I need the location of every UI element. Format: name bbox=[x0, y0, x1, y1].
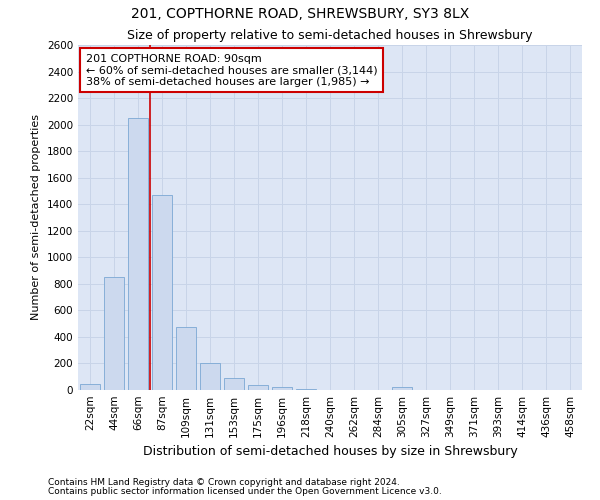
Text: Contains HM Land Registry data © Crown copyright and database right 2024.: Contains HM Land Registry data © Crown c… bbox=[48, 478, 400, 487]
Y-axis label: Number of semi-detached properties: Number of semi-detached properties bbox=[31, 114, 41, 320]
Bar bbox=[104, 277, 124, 390]
Title: Size of property relative to semi-detached houses in Shrewsbury: Size of property relative to semi-detach… bbox=[127, 30, 533, 43]
Bar bbox=[176, 327, 196, 390]
Bar bbox=[152, 195, 172, 390]
Bar bbox=[128, 118, 148, 390]
Text: 201 COPTHORNE ROAD: 90sqm
← 60% of semi-detached houses are smaller (3,144)
38% : 201 COPTHORNE ROAD: 90sqm ← 60% of semi-… bbox=[86, 54, 377, 87]
Bar bbox=[392, 388, 412, 390]
X-axis label: Distribution of semi-detached houses by size in Shrewsbury: Distribution of semi-detached houses by … bbox=[143, 446, 517, 458]
Text: 201, COPTHORNE ROAD, SHREWSBURY, SY3 8LX: 201, COPTHORNE ROAD, SHREWSBURY, SY3 8LX bbox=[131, 8, 469, 22]
Bar bbox=[80, 384, 100, 390]
Bar bbox=[248, 386, 268, 390]
Bar bbox=[200, 364, 220, 390]
Text: Contains public sector information licensed under the Open Government Licence v3: Contains public sector information licen… bbox=[48, 487, 442, 496]
Bar bbox=[224, 378, 244, 390]
Bar bbox=[272, 388, 292, 390]
